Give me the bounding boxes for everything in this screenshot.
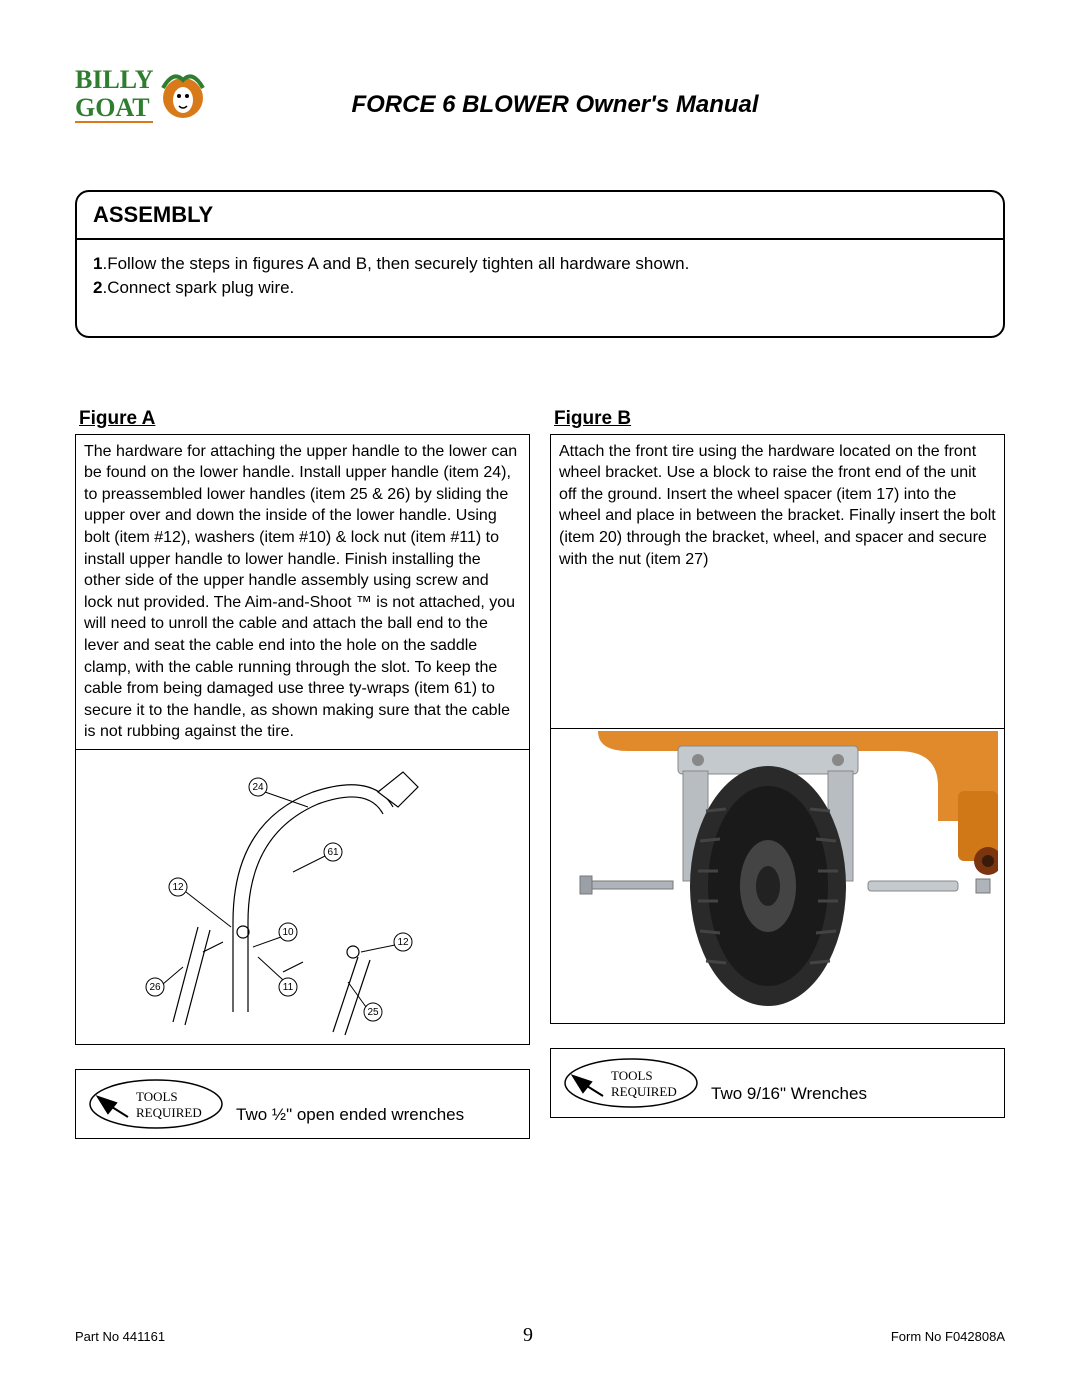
assembly-step: 1.Follow the steps in figures A and B, t…: [93, 252, 987, 276]
svg-text:24: 24: [252, 782, 264, 793]
svg-text:11: 11: [282, 982, 293, 993]
assembly-step: 2.Connect spark plug wire.: [93, 276, 987, 300]
svg-text:TOOLS: TOOLS: [611, 1068, 653, 1083]
svg-text:12: 12: [172, 882, 184, 893]
part-number: Part No 441161: [75, 1329, 165, 1344]
page-footer: Part No 441161 9 Form No F042808A: [75, 1324, 1005, 1347]
svg-text:26: 26: [149, 982, 161, 993]
figure-b-title: Figure B: [550, 408, 1005, 434]
assembly-steps: 1.Follow the steps in figures A and B, t…: [77, 240, 1003, 336]
svg-text:61: 61: [327, 847, 339, 858]
svg-text:25: 25: [367, 1007, 379, 1018]
assembly-section: ASSEMBLY 1.Follow the steps in figures A…: [75, 190, 1005, 338]
page-number: 9: [523, 1324, 533, 1347]
figure-a-tools-text: Two ½" open ended wrenches: [236, 1083, 464, 1125]
svg-text:TOOLS: TOOLS: [136, 1089, 178, 1104]
step-text: .Follow the steps in figures A and B, th…: [102, 254, 689, 273]
figure-b-tools-text: Two 9/16" Wrenches: [711, 1062, 867, 1104]
tools-required-icon: TOOLS REQUIRED: [86, 1077, 226, 1131]
page-header: BILLY GOAT FORCE 6 BLOWER Owner's Manual: [75, 60, 1005, 150]
figure-b-column: Figure B Attach the front tire using the…: [540, 408, 1005, 1139]
figure-a-diagram: 24 61 12 12 10 11 25 26: [75, 750, 530, 1045]
figures-row: Figure A The hardware for attaching the …: [75, 408, 1005, 1139]
figure-a-column: Figure A The hardware for attaching the …: [75, 408, 540, 1139]
assembly-heading: ASSEMBLY: [77, 192, 1003, 240]
tools-required-icon: TOOLS REQUIRED: [561, 1056, 701, 1110]
figure-a-tools: TOOLS REQUIRED Two ½" open ended wrenche…: [75, 1069, 530, 1139]
figure-b-tools: TOOLS REQUIRED Two 9/16" Wrenches: [550, 1048, 1005, 1118]
form-number: Form No F042808A: [891, 1329, 1005, 1344]
svg-text:REQUIRED: REQUIRED: [611, 1084, 677, 1099]
document-title: FORCE 6 BLOWER Owner's Manual: [235, 91, 1005, 119]
step-text: .Connect spark plug wire.: [102, 278, 294, 297]
svg-text:GOAT: GOAT: [75, 93, 150, 122]
brand-logo: BILLY GOAT: [75, 60, 205, 150]
figure-a-title: Figure A: [75, 408, 530, 434]
svg-text:12: 12: [397, 937, 409, 948]
figure-a-text: The hardware for attaching the upper han…: [75, 434, 530, 750]
figure-b-text: Attach the front tire using the hardware…: [550, 434, 1005, 729]
svg-text:10: 10: [282, 927, 294, 938]
figure-b-diagram: [550, 729, 1005, 1024]
svg-text:REQUIRED: REQUIRED: [136, 1105, 202, 1120]
svg-text:BILLY: BILLY: [75, 65, 154, 94]
